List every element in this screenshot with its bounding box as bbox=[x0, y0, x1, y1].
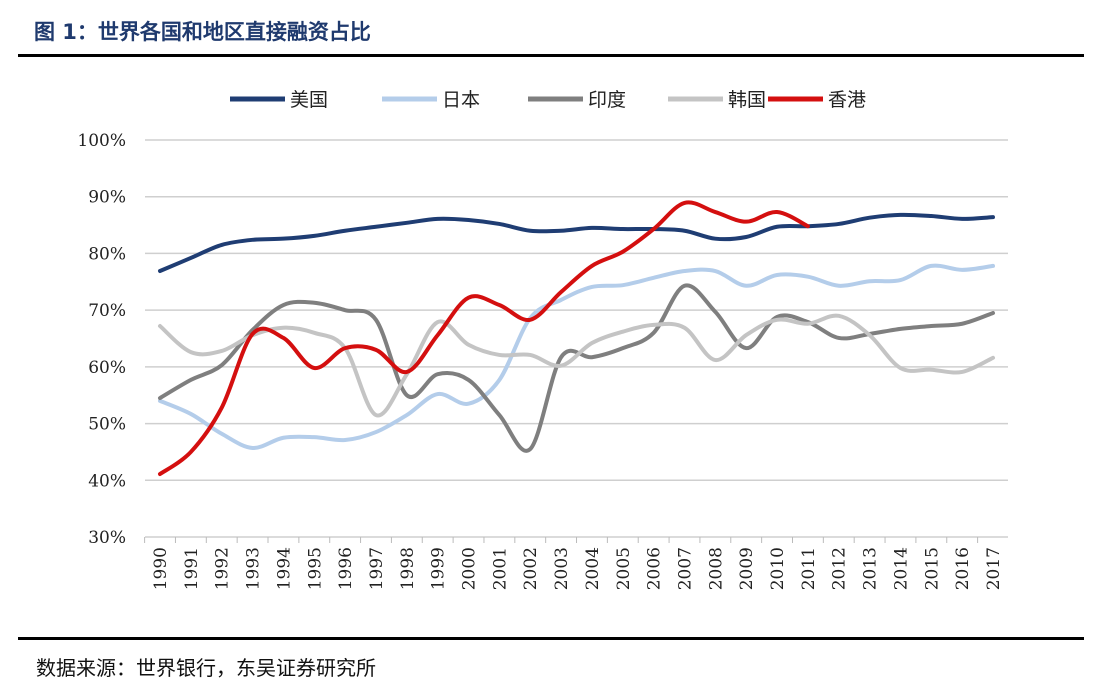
legend-label: 香港 bbox=[828, 89, 866, 111]
x-tick-label: 2003 bbox=[552, 547, 572, 590]
x-tick-label: 2008 bbox=[706, 547, 726, 590]
x-tick-label: 2006 bbox=[645, 547, 665, 590]
x-tick-label: 2014 bbox=[891, 547, 911, 590]
x-tick-label: 2005 bbox=[614, 547, 634, 590]
y-tick-label: 60% bbox=[88, 358, 126, 378]
y-tick-label: 90% bbox=[88, 188, 126, 208]
title-rule bbox=[18, 54, 1084, 57]
x-tick-label: 2002 bbox=[521, 547, 541, 590]
source-note: 数据来源：世界银行，东吴证券研究所 bbox=[36, 656, 376, 680]
y-tick-label: 80% bbox=[88, 244, 126, 264]
series-line-0 bbox=[158, 212, 995, 274]
y-tick-label: 100% bbox=[77, 131, 126, 151]
series-line-2 bbox=[158, 283, 995, 453]
x-tick-label: 2001 bbox=[490, 547, 510, 590]
legend-label: 韩国 bbox=[728, 89, 766, 111]
x-tick-label: 2017 bbox=[984, 547, 1004, 590]
y-tick-label: 50% bbox=[88, 415, 126, 435]
y-tick-label: 30% bbox=[88, 528, 126, 548]
x-tick-label: 1993 bbox=[244, 547, 264, 590]
x-tick-label: 1996 bbox=[336, 547, 356, 590]
x-tick-label: 1999 bbox=[429, 547, 449, 590]
series-line-1 bbox=[158, 263, 995, 450]
x-tick-label: 1990 bbox=[151, 547, 171, 590]
series-line-3 bbox=[158, 313, 995, 418]
legend-label: 日本 bbox=[442, 89, 480, 111]
x-tick-label: 2012 bbox=[830, 547, 850, 590]
series-line-4 bbox=[158, 200, 810, 477]
y-tick-label: 40% bbox=[88, 471, 126, 491]
legend-label: 美国 bbox=[290, 89, 328, 111]
x-tick-label: 2015 bbox=[922, 547, 942, 590]
x-tick-label: 2016 bbox=[953, 547, 973, 590]
x-tick-label: 1991 bbox=[182, 547, 202, 590]
y-tick-label: 70% bbox=[88, 301, 126, 321]
x-tick-label: 2011 bbox=[799, 547, 819, 590]
x-tick-label: 2013 bbox=[861, 547, 881, 590]
x-tick-label: 1997 bbox=[367, 547, 387, 590]
x-tick-label: 1995 bbox=[305, 547, 325, 590]
source-rule bbox=[18, 637, 1084, 640]
x-tick-label: 1998 bbox=[398, 547, 418, 590]
chart-title: 图 1：世界各国和地区直接融资占比 bbox=[34, 20, 371, 44]
x-tick-label: 2010 bbox=[768, 547, 788, 590]
x-tick-label: 1992 bbox=[213, 547, 233, 590]
x-tick-label: 2004 bbox=[583, 547, 603, 590]
x-tick-label: 1994 bbox=[274, 547, 294, 590]
x-tick-label: 2009 bbox=[737, 547, 757, 590]
x-tick-label: 2000 bbox=[460, 547, 480, 590]
x-tick-label: 2007 bbox=[675, 547, 695, 590]
legend-label: 印度 bbox=[588, 89, 626, 111]
